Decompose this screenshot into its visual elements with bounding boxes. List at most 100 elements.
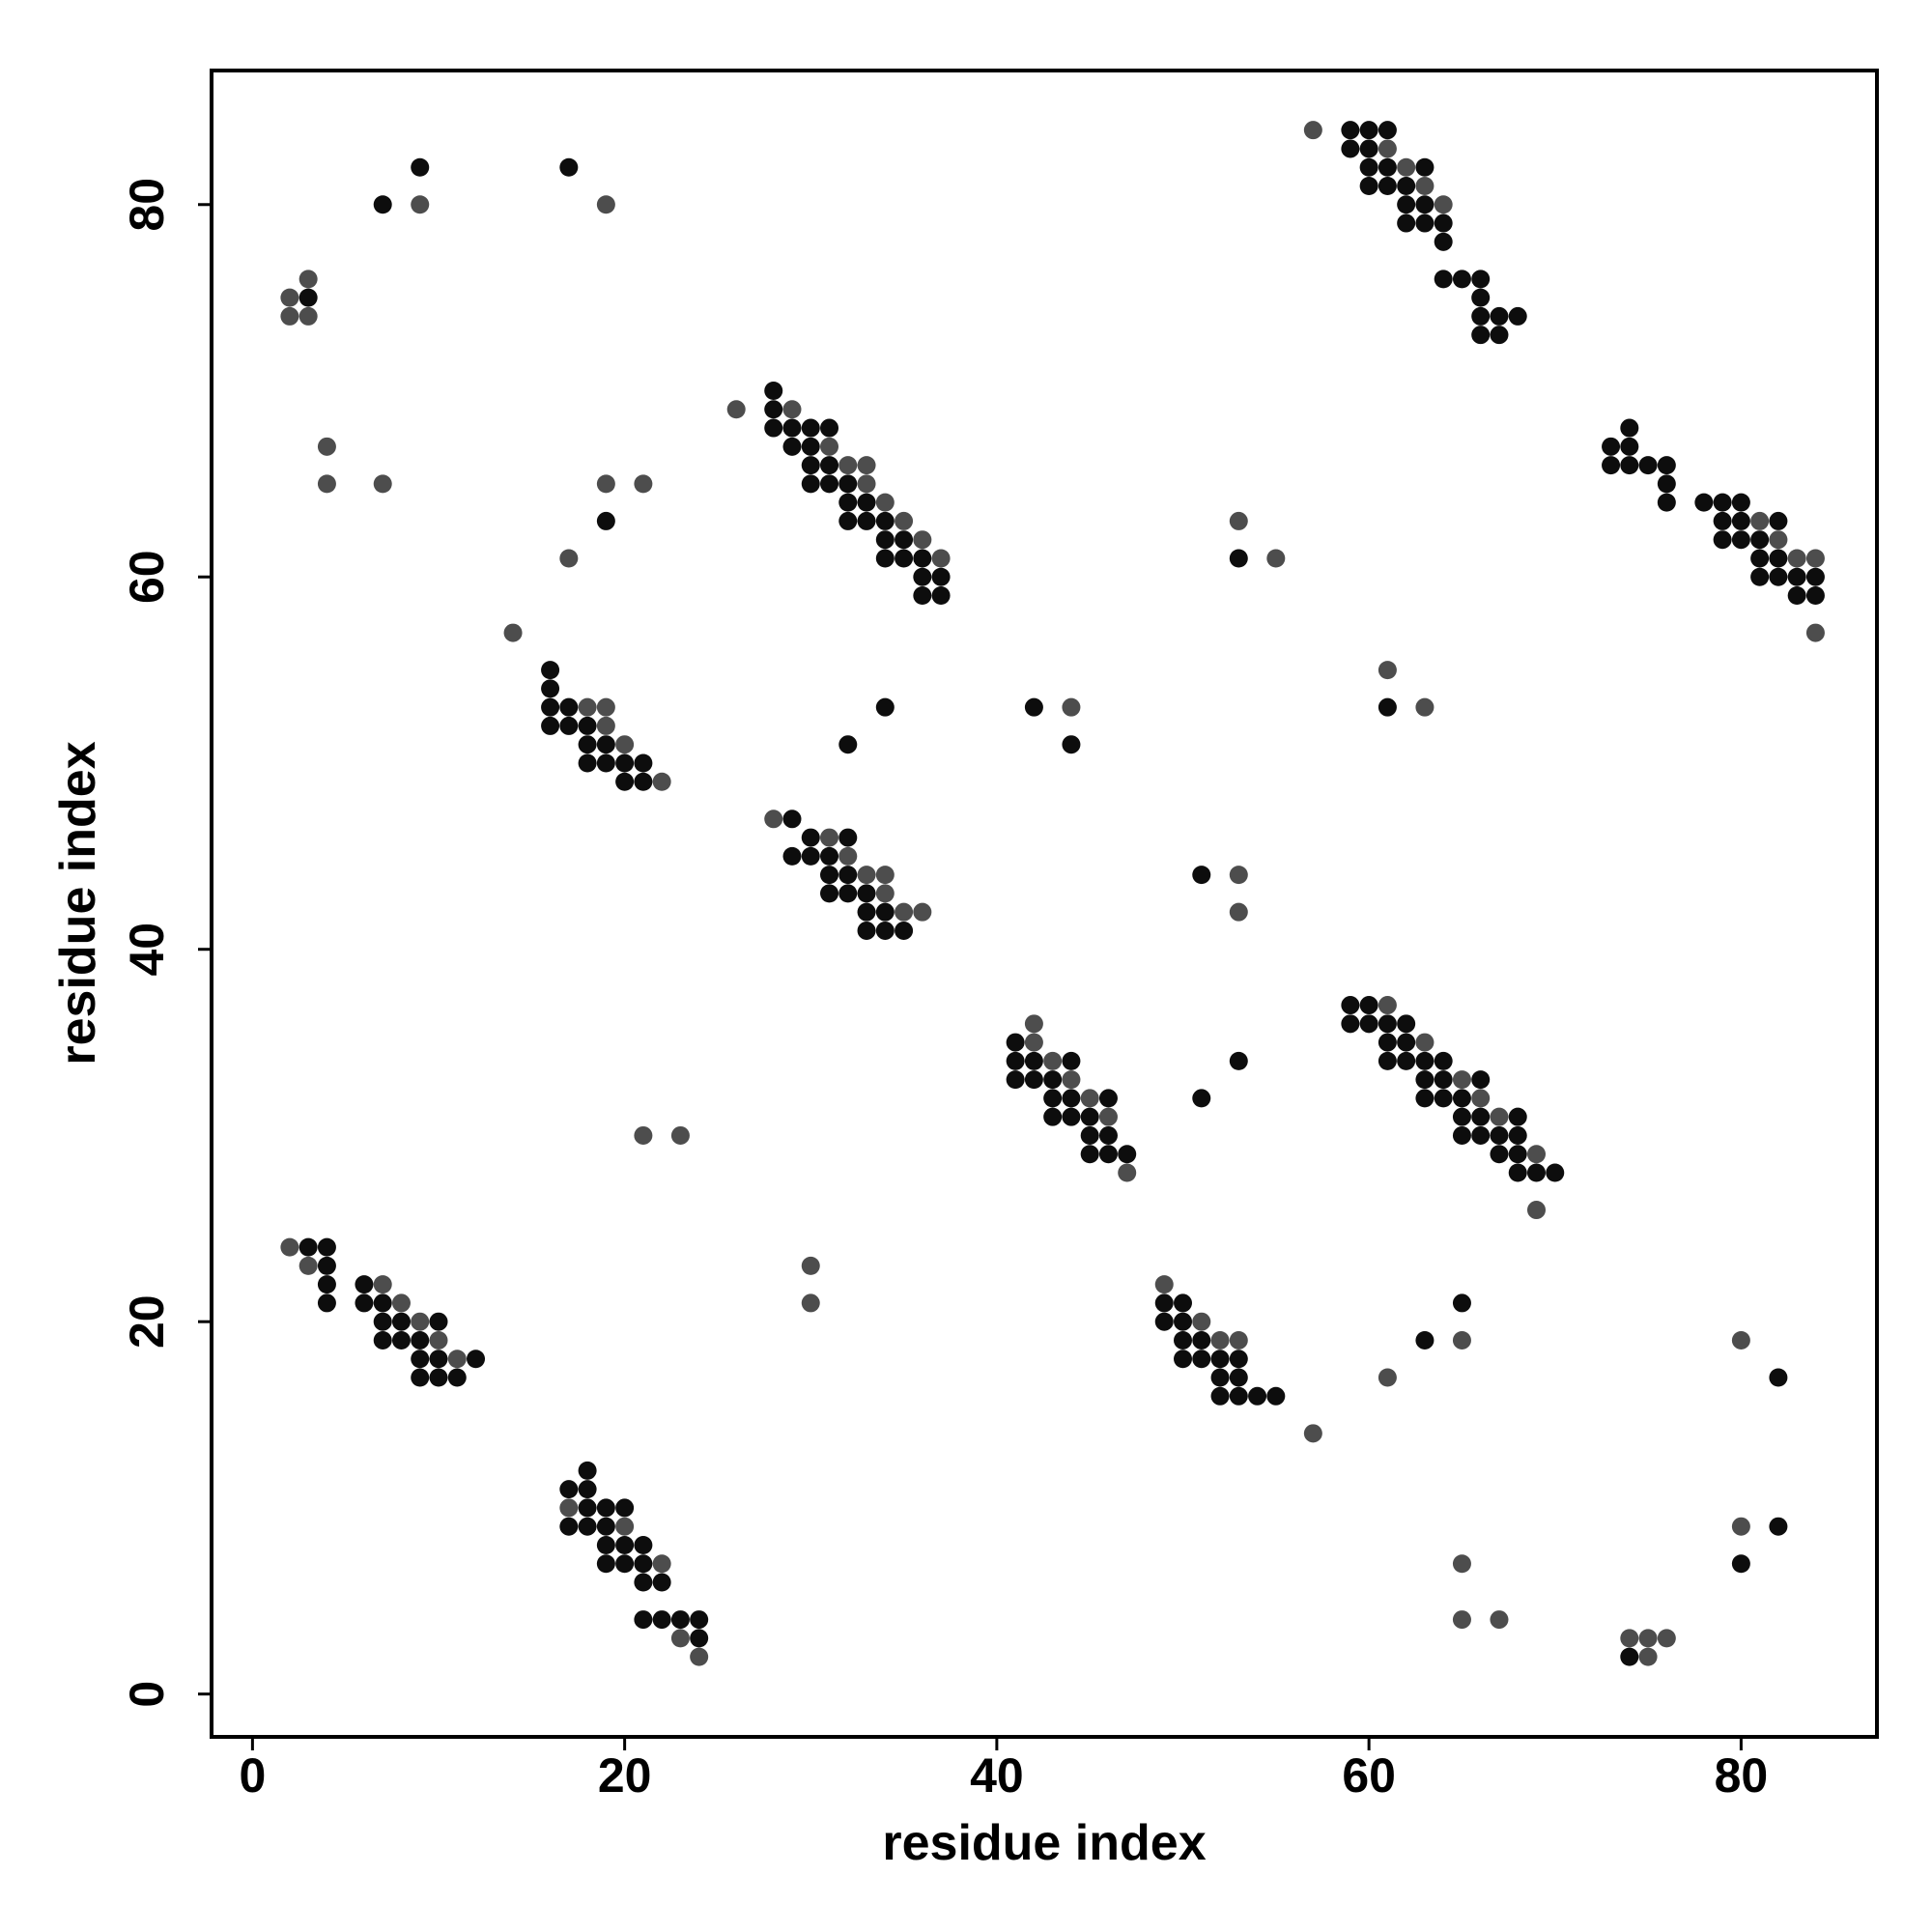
point <box>317 1275 336 1294</box>
plot-frame <box>210 69 1879 1739</box>
point <box>1620 456 1639 475</box>
point <box>391 1330 411 1350</box>
point <box>1062 697 1081 717</box>
point <box>1471 1089 1491 1108</box>
point <box>1638 1629 1658 1648</box>
point <box>1657 493 1676 512</box>
point <box>1266 1386 1286 1406</box>
point <box>1415 1070 1435 1090</box>
point <box>1378 1051 1397 1070</box>
point <box>1359 157 1378 177</box>
point <box>913 530 932 550</box>
point <box>820 456 839 475</box>
point <box>1508 1107 1527 1126</box>
point <box>634 1610 653 1630</box>
point <box>1490 1107 1509 1126</box>
point <box>1434 270 1453 289</box>
point <box>1805 567 1825 586</box>
point <box>596 474 615 494</box>
point <box>1602 456 1621 475</box>
point <box>838 474 858 494</box>
point <box>1154 1275 1174 1294</box>
point <box>1174 1350 1193 1369</box>
point <box>634 753 653 773</box>
point <box>1229 549 1248 568</box>
point <box>1490 1145 1509 1164</box>
point <box>1769 567 1788 586</box>
point <box>429 1368 448 1387</box>
point <box>1713 511 1732 530</box>
point <box>764 382 783 401</box>
point <box>596 1535 615 1554</box>
point <box>1024 697 1043 717</box>
point <box>1620 1629 1639 1648</box>
point <box>1118 1163 1137 1182</box>
point <box>838 846 858 866</box>
point <box>801 1256 820 1275</box>
point <box>1452 1125 1471 1145</box>
point <box>298 270 318 289</box>
point <box>1526 1145 1546 1164</box>
point <box>1434 195 1453 214</box>
point <box>1062 735 1081 754</box>
point <box>615 772 635 791</box>
point <box>447 1368 467 1387</box>
point <box>1434 213 1453 233</box>
point <box>1415 697 1435 717</box>
point <box>1415 157 1435 177</box>
point <box>1805 549 1825 568</box>
point <box>1490 1125 1509 1145</box>
point <box>857 474 876 494</box>
point <box>578 753 597 773</box>
point <box>895 902 914 922</box>
point <box>690 1610 709 1630</box>
point <box>1452 1330 1471 1350</box>
point <box>670 1125 690 1145</box>
point <box>1378 176 1397 195</box>
point <box>280 306 299 326</box>
point <box>1471 288 1491 307</box>
point <box>1378 157 1397 177</box>
point <box>1750 549 1770 568</box>
point <box>1341 121 1360 140</box>
point <box>1378 139 1397 158</box>
point <box>1080 1107 1099 1126</box>
point <box>1490 326 1509 345</box>
point <box>1434 232 1453 251</box>
point <box>1769 511 1788 530</box>
point <box>875 493 895 512</box>
point <box>1080 1145 1099 1164</box>
y-tick-label: 40 <box>120 923 174 977</box>
point <box>1490 1610 1509 1630</box>
point <box>615 753 635 773</box>
point <box>1805 623 1825 642</box>
point <box>1210 1368 1230 1387</box>
point <box>596 1498 615 1518</box>
point <box>578 1498 597 1518</box>
point <box>1397 176 1416 195</box>
point <box>1229 866 1248 885</box>
point <box>541 697 560 717</box>
point <box>615 1535 635 1554</box>
x-axis-title: residue index <box>882 1815 1206 1871</box>
point <box>559 1498 579 1518</box>
point <box>1415 213 1435 233</box>
point <box>1359 996 1378 1015</box>
point <box>1006 1070 1025 1090</box>
point <box>596 697 615 717</box>
x-tick-label: 80 <box>1715 1748 1769 1803</box>
point <box>857 456 876 475</box>
point <box>1638 1647 1658 1666</box>
point <box>931 586 951 606</box>
point <box>801 437 820 456</box>
point <box>1546 1163 1565 1182</box>
point <box>1303 1424 1322 1443</box>
point <box>1620 1647 1639 1666</box>
point <box>1434 1070 1453 1090</box>
point <box>1043 1070 1063 1090</box>
y-tick-label: 20 <box>120 1294 174 1349</box>
point <box>411 1330 430 1350</box>
point <box>447 1350 467 1369</box>
point <box>1378 1033 1397 1052</box>
point <box>690 1647 709 1666</box>
